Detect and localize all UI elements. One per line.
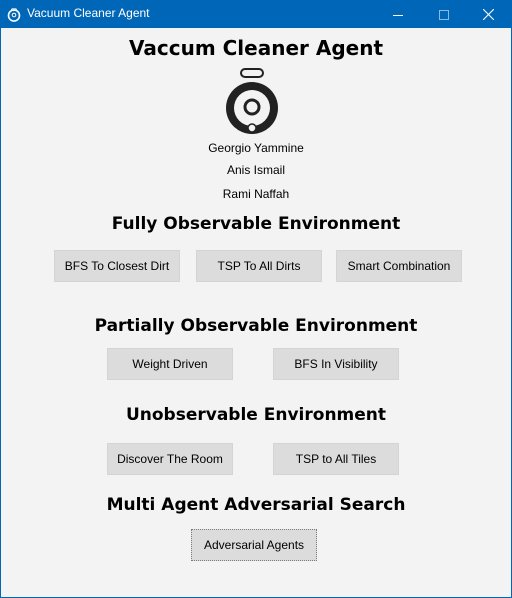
adversarial-agents-button[interactable]: Adversarial Agents <box>191 529 317 561</box>
weight-driven-button[interactable]: Weight Driven <box>107 348 233 380</box>
author-name: Rami Naffah <box>222 187 290 201</box>
maximize-button[interactable] <box>421 1 467 28</box>
close-icon <box>482 5 494 24</box>
main-panel: Vaccum Cleaner Agent Georgio Yammine Ani… <box>1 28 511 597</box>
smart-combination-button[interactable]: Smart Combination <box>336 250 462 282</box>
partially-observable-title: Partially Observable Environment <box>94 316 418 336</box>
multi-agent-title: Multi Agent Adversarial Search <box>106 495 406 515</box>
unobservable-title: Unobservable Environment <box>125 405 387 425</box>
bfs-closest-dirt-button[interactable]: BFS To Closest Dirt <box>54 250 180 282</box>
tsp-all-dirts-button[interactable]: TSP To All Dirts <box>196 250 322 282</box>
vacuum-robot-logo <box>221 67 283 139</box>
minimize-button[interactable] <box>375 1 421 28</box>
vacuum-robot-icon <box>7 7 21 22</box>
close-button[interactable] <box>465 1 511 28</box>
title-bar[interactable]: Vacuum Cleaner Agent <box>1 1 511 28</box>
minimize-icon <box>393 5 403 24</box>
fully-observable-title: Fully Observable Environment <box>111 214 401 234</box>
window-title: Vacuum Cleaner Agent <box>27 6 150 20</box>
author-name: Georgio Yammine <box>208 141 304 155</box>
bfs-in-visibility-button[interactable]: BFS In Visibility <box>273 348 399 380</box>
author-name: Anis Ismail <box>226 163 285 177</box>
discover-room-button[interactable]: Discover The Room <box>107 443 233 475</box>
app-heading: Vaccum Cleaner Agent <box>128 36 383 60</box>
tsp-all-tiles-button[interactable]: TSP to All Tiles <box>273 443 399 475</box>
maximize-icon <box>439 5 449 24</box>
